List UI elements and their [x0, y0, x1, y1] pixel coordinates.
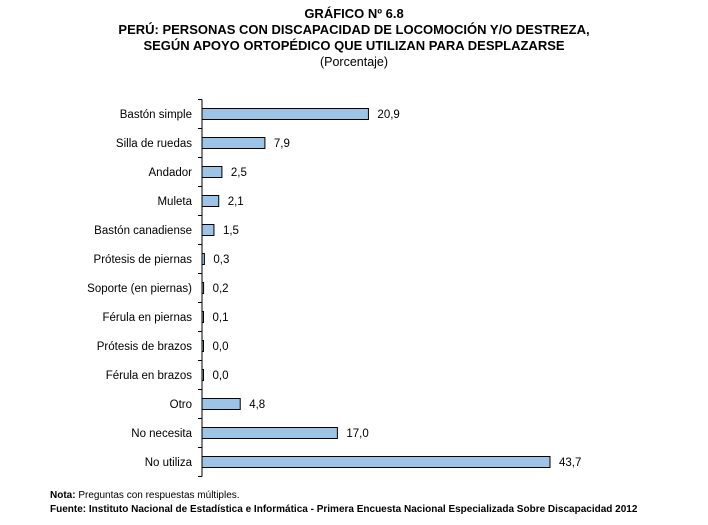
category-label: Férula en brazos — [106, 370, 193, 382]
bar — [201, 137, 266, 149]
note-text: Preguntas con respuestas múltiples. — [75, 490, 240, 501]
bar — [201, 166, 223, 178]
note-line: Nota: Preguntas con respuestas múltiples… — [50, 489, 637, 503]
bar-chart: Bastón simple 20,9 Silla de ruedas 7,9 Andad… — [87, 99, 581, 477]
category-label: Andador — [149, 167, 193, 179]
value-label: 0,0 — [213, 370, 229, 382]
note-label: Nota: — [50, 490, 76, 501]
category-label: Soporte (en piernas) — [87, 283, 192, 295]
category-label: Bastón canadiense — [94, 225, 192, 237]
value-label: 0,3 — [213, 254, 229, 266]
value-label: 4,8 — [249, 399, 265, 411]
value-label: 20,9 — [377, 109, 399, 121]
category-label: Otro — [170, 399, 192, 411]
chart-notes: Nota: Preguntas con respuestas múltiples… — [50, 489, 637, 517]
category-label: No utiliza — [145, 457, 193, 469]
value-label: 0,2 — [213, 283, 229, 295]
bar — [201, 340, 204, 352]
bar — [201, 311, 204, 323]
value-label: 2,5 — [231, 167, 247, 179]
value-label: 1,5 — [223, 225, 239, 237]
category-label: Prótesis de brazos — [97, 341, 192, 353]
bar — [201, 398, 241, 410]
chart-title-block: GRÁFICO Nº 6.8 PERÚ: PERSONAS CON DISCAP… — [0, 6, 708, 70]
category-label: Férula en piernas — [103, 312, 193, 324]
value-label: 43,7 — [559, 457, 581, 469]
bar — [201, 456, 551, 468]
value-label: 17,0 — [346, 428, 368, 440]
value-label: 0,0 — [213, 341, 229, 353]
bar — [201, 108, 369, 120]
category-label: No necesita — [131, 428, 192, 440]
bar — [201, 427, 338, 439]
bar — [201, 369, 204, 381]
chart-number: GRÁFICO Nº 6.8 — [304, 6, 404, 21]
bar — [201, 282, 205, 294]
value-label: 2,1 — [228, 196, 244, 208]
category-label: Prótesis de piernas — [94, 254, 193, 266]
chart-title-line1: PERÚ: PERSONAS CON DISCAPACIDAD DE LOCOM… — [118, 22, 590, 37]
bar — [201, 224, 215, 236]
value-label: 0,1 — [213, 312, 229, 324]
chart-title-line2: SEGÚN APOYO ORTOPÉDICO QUE UTILIZAN PARA… — [143, 38, 565, 53]
chart-unit: (Porcentaje) — [319, 55, 389, 69]
category-label: Muleta — [157, 196, 192, 208]
category-label: Bastón simple — [120, 109, 192, 121]
category-label: Silla de ruedas — [116, 138, 192, 150]
source-line: Fuente: Instituto Nacional de Estadístic… — [50, 504, 638, 515]
bar — [201, 195, 220, 207]
value-label: 7,9 — [274, 138, 290, 150]
bar — [201, 253, 205, 265]
